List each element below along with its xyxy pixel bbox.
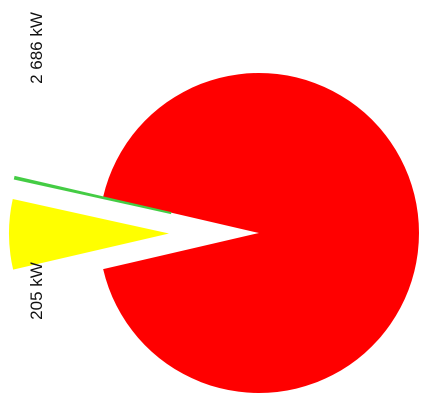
pie-slice-small [9, 199, 170, 270]
pie-slice-large [103, 72, 420, 393]
pie-slice-tiny [13, 175, 172, 215]
pie-slices [9, 72, 420, 393]
slice-label-small: 205 kW [27, 262, 46, 320]
slice-label-large: 2 686 kW [27, 12, 46, 84]
